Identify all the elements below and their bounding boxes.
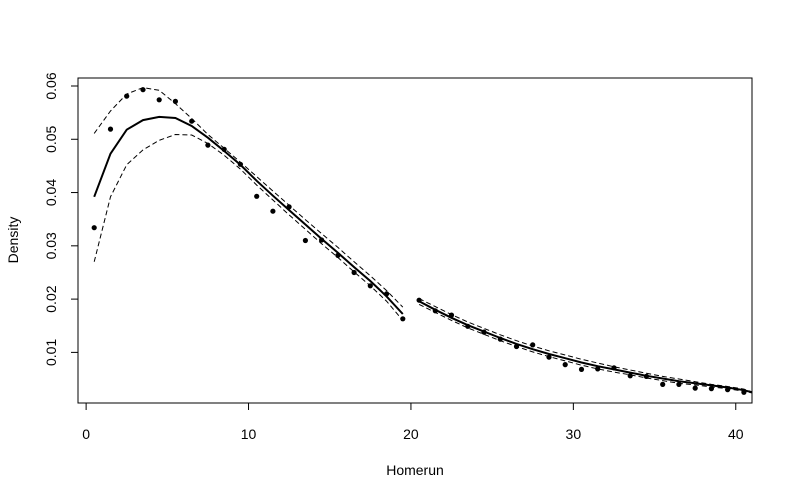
data-point xyxy=(107,126,114,132)
data-point xyxy=(627,373,633,379)
data-point xyxy=(254,193,260,199)
data-point xyxy=(351,269,357,276)
series-line-lower-band-segment-2 xyxy=(418,303,753,394)
series-line-fit-segment-2 xyxy=(418,300,753,394)
series-line-lower-band-segment-1 xyxy=(93,133,404,321)
data-point xyxy=(562,362,568,368)
data-point xyxy=(335,252,341,258)
y-tick-label: 0.06 xyxy=(43,72,59,99)
data-point xyxy=(481,329,487,335)
data-point xyxy=(400,316,406,322)
data-point xyxy=(676,381,682,387)
data-point xyxy=(302,237,308,244)
data-point xyxy=(578,366,585,372)
data-point xyxy=(286,204,292,210)
x-tick-label: 10 xyxy=(241,426,257,442)
observed-points-layer xyxy=(91,87,747,395)
x-axis: 0 10 20 30 40 xyxy=(82,402,744,442)
data-point xyxy=(497,336,503,342)
y-tick-label: 0.05 xyxy=(43,125,59,152)
y-tick-label: 0.03 xyxy=(43,232,59,259)
data-point xyxy=(546,354,552,360)
data-point xyxy=(91,225,97,231)
data-point xyxy=(319,237,325,243)
data-point xyxy=(660,381,666,387)
data-point xyxy=(611,365,617,371)
data-point xyxy=(448,312,455,318)
data-point xyxy=(643,373,650,379)
data-point xyxy=(156,97,162,103)
data-point xyxy=(221,146,227,152)
series-line-fit-segment-1 xyxy=(93,115,404,315)
data-point xyxy=(189,118,195,124)
series-line-upper-band-segment-2 xyxy=(418,298,753,393)
data-point xyxy=(530,342,536,348)
data-point xyxy=(595,366,601,372)
data-point xyxy=(692,385,698,391)
y-tick-label: 0.01 xyxy=(43,339,59,366)
series-line-upper-band-segment-1 xyxy=(93,87,404,308)
data-point xyxy=(384,291,390,297)
data-point xyxy=(513,343,520,350)
data-point xyxy=(270,208,276,214)
data-point xyxy=(172,98,178,104)
y-axis-label: Density xyxy=(5,217,21,264)
data-point xyxy=(140,87,146,93)
data-point xyxy=(367,283,373,289)
x-tick-label: 20 xyxy=(403,426,419,442)
data-point xyxy=(237,161,243,167)
data-point xyxy=(465,323,471,329)
data-point xyxy=(725,387,731,393)
y-tick-label: 0.02 xyxy=(43,285,59,312)
x-axis-label: Homerun xyxy=(386,462,444,478)
y-axis: 0.01 0.02 0.03 0.04 0.05 0.06 xyxy=(43,72,79,366)
x-tick-label: 30 xyxy=(566,426,582,442)
data-point xyxy=(432,308,438,314)
x-tick-label: 0 xyxy=(82,426,90,442)
y-tick-label: 0.04 xyxy=(43,179,59,206)
data-point xyxy=(708,386,715,392)
data-point xyxy=(741,389,747,395)
data-point xyxy=(124,93,130,99)
x-tick-label: 40 xyxy=(728,426,744,442)
data-point xyxy=(205,142,211,148)
data-point xyxy=(416,297,422,303)
fit-lines-layer xyxy=(93,87,753,394)
